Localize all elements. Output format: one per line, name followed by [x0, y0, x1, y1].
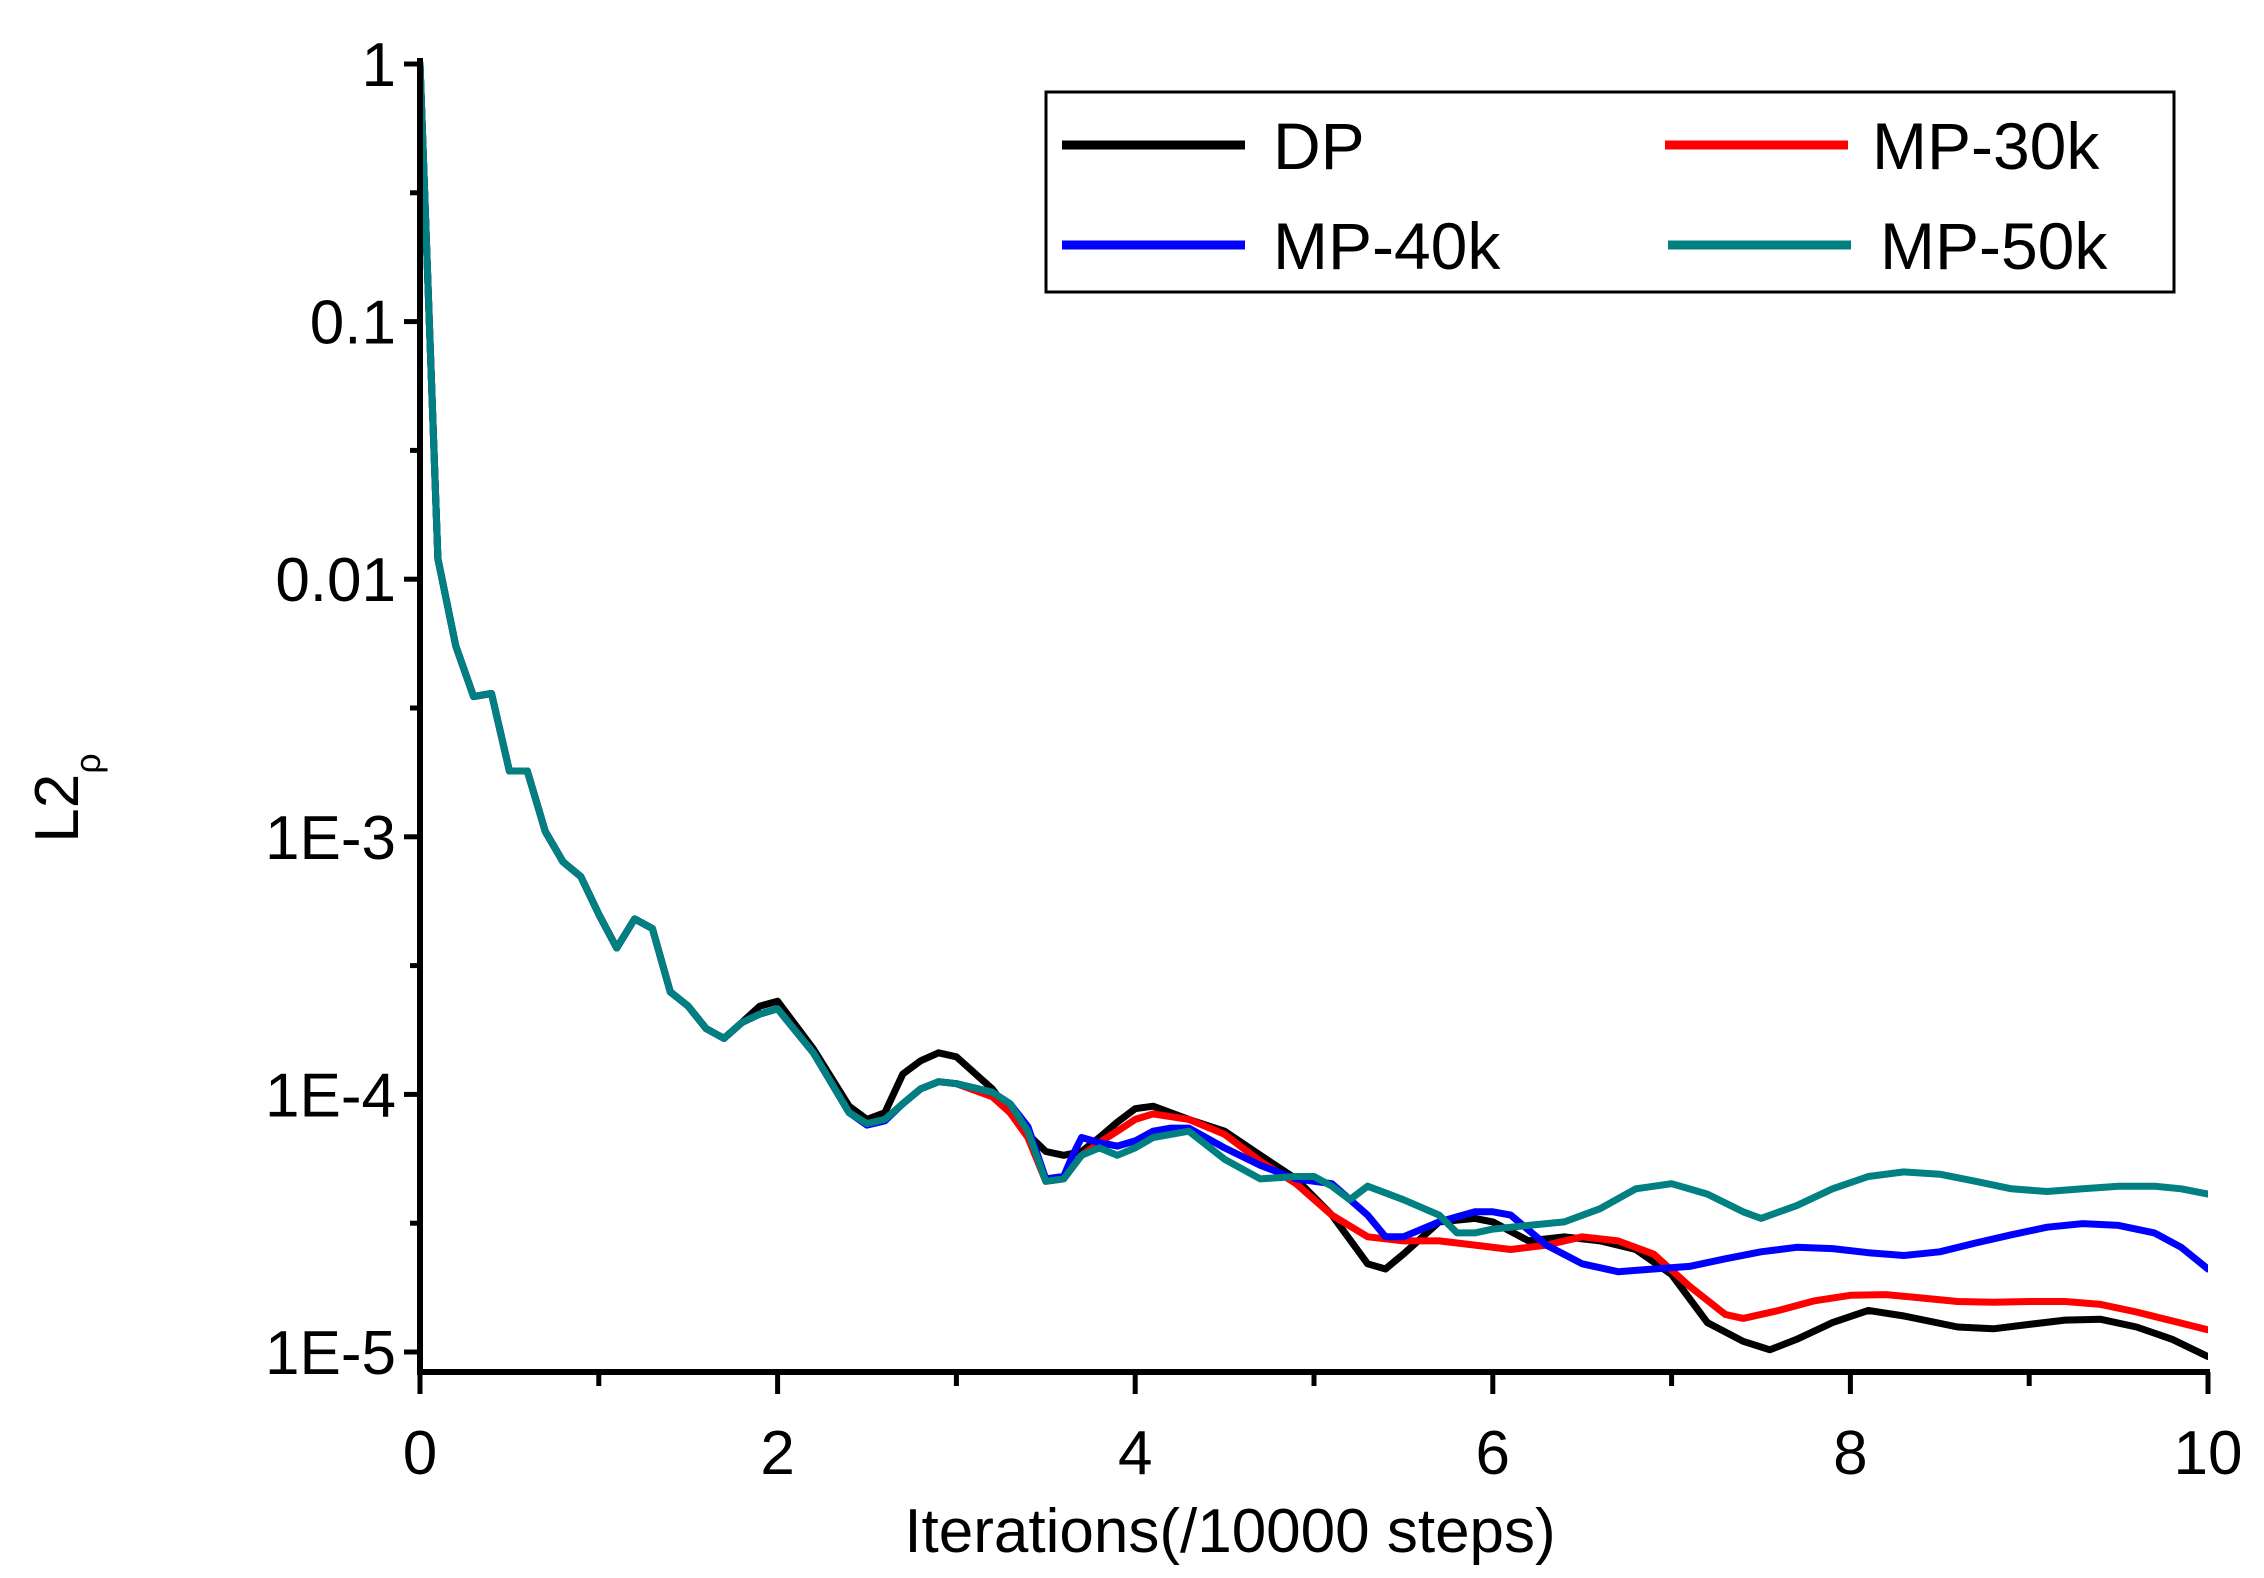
y-axis-title-main: L2 [23, 774, 92, 843]
x-tick-label: 10 [2174, 1419, 2243, 1488]
y-axis-title: L2ρ [23, 753, 108, 842]
legend-label-mp-40k: MP-40k [1273, 209, 1501, 283]
x-tick-label: 0 [403, 1419, 437, 1488]
x-tick-label: 2 [760, 1419, 794, 1488]
x-tick-label: 4 [1118, 1419, 1152, 1488]
series-line-mp-50k [420, 60, 2208, 1237]
y-tick-label: 1E-3 [265, 804, 396, 873]
x-axis-title: Iterations(/10000 steps) [904, 1497, 1555, 1566]
legend-label-mp-30k: MP-30k [1872, 109, 2100, 183]
y-tick-label: 1E-4 [265, 1061, 396, 1130]
y-tick-label: 0.01 [275, 546, 396, 615]
y-tick-label: 1E-5 [265, 1319, 396, 1388]
series-layer [420, 60, 2208, 1361]
y-axis-title-subscript: ρ [67, 753, 108, 773]
x-tick-label: 8 [1833, 1419, 1867, 1488]
svg-text:L2ρ: L2ρ [23, 753, 108, 842]
y-tick-label: 0.1 [310, 289, 396, 358]
y-tick-label: 1 [362, 31, 396, 100]
y-ticks: 1E-5 1E-4 1E-3 0.01 0.1 1 [265, 31, 420, 1388]
legend: DP MP-30k MP-40k MP-50k [1044, 90, 2176, 294]
legend-box [1044, 90, 2176, 294]
legend-label-mp-50k: MP-50k [1880, 209, 2108, 283]
x-ticks: 0 2 4 6 8 10 [403, 1372, 2243, 1488]
legend-label-dp: DP [1273, 109, 1365, 183]
x-tick-label: 6 [1476, 1419, 1510, 1488]
